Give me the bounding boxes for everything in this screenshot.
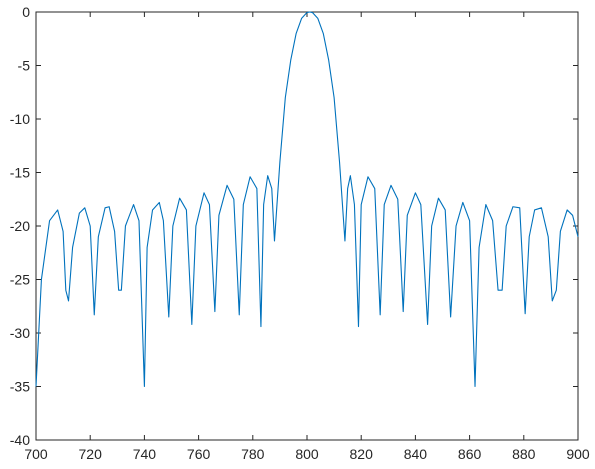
y-tick-label: -35	[10, 379, 30, 395]
x-tick-label: 800	[295, 446, 319, 462]
x-tick-label: 740	[133, 446, 157, 462]
x-tick-label: 900	[566, 446, 590, 462]
x-tick-label: 820	[350, 446, 374, 462]
y-tick-label: -20	[10, 218, 30, 234]
x-tick-label: 860	[458, 446, 482, 462]
y-tick-label: 0	[22, 4, 30, 20]
y-tick-label: -25	[10, 272, 30, 288]
y-tick-label: -30	[10, 325, 30, 341]
data-line	[35, 11, 579, 388]
x-tick-label: 760	[187, 446, 211, 462]
plot-area	[35, 11, 579, 441]
x-tick-label: 720	[79, 446, 103, 462]
x-tick-label: 880	[512, 446, 536, 462]
y-tick-label: -5	[18, 58, 31, 74]
x-tick-label: 700	[24, 446, 48, 462]
y-tick-label: -10	[10, 111, 30, 127]
x-tick-label: 780	[241, 446, 265, 462]
x-tick-label: 840	[404, 446, 428, 462]
y-tick-label: -15	[10, 165, 30, 181]
y-tick-label: -40	[10, 432, 30, 448]
